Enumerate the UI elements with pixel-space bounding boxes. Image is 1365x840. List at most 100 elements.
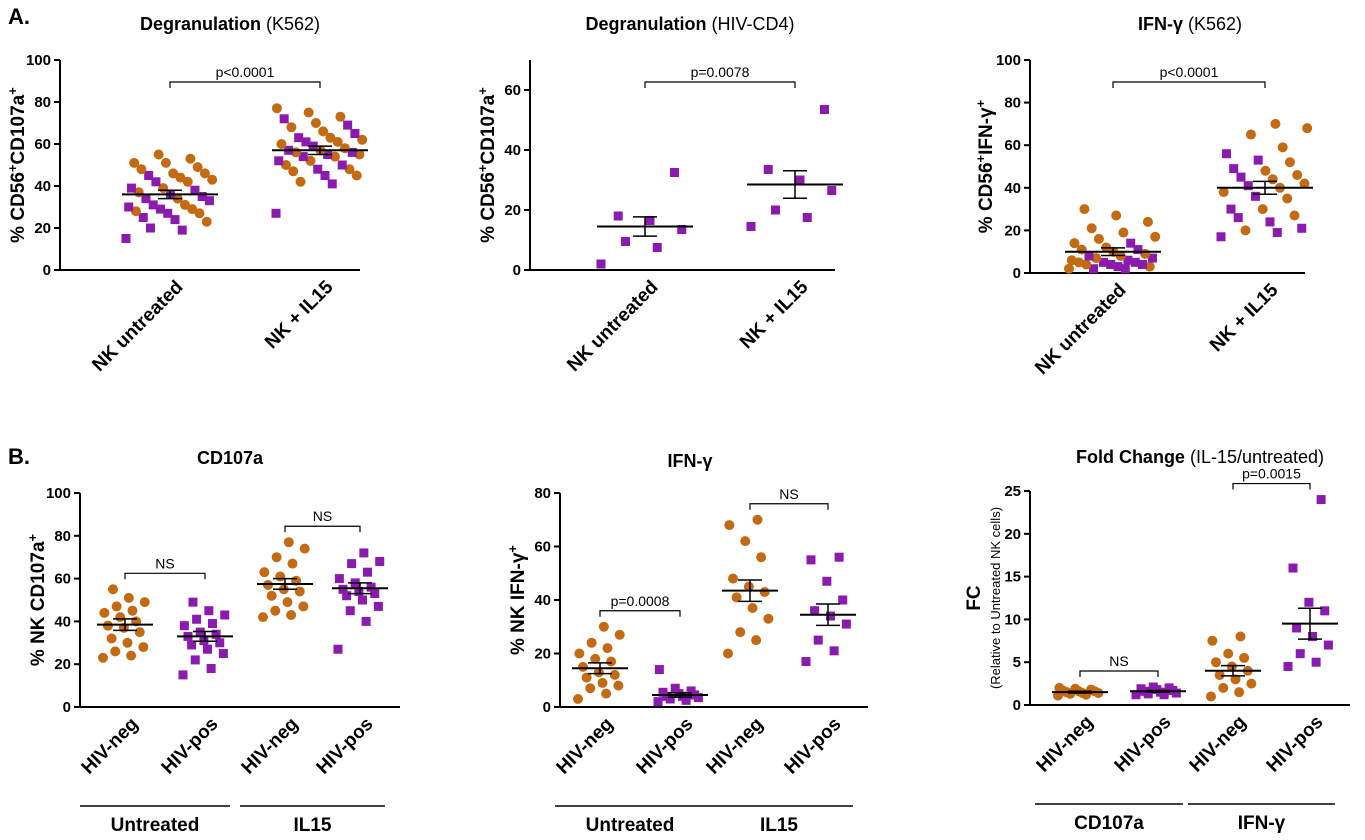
data-point-square	[1133, 245, 1143, 255]
y-tick-label: 20	[34, 220, 51, 237]
data-point-circle	[1235, 631, 1246, 642]
y-axis-label: % NK IFN-γ+	[505, 545, 530, 655]
data-point-square	[202, 644, 212, 654]
data-point-circle	[344, 164, 355, 175]
data-point-circle	[282, 597, 293, 608]
data-point-circle	[1207, 635, 1218, 646]
data-point-circle	[585, 683, 596, 694]
category-label: HIV-neg	[1033, 712, 1098, 777]
data-point-square	[357, 595, 367, 605]
category-label: HIV-pos	[1111, 712, 1176, 777]
data-point-square	[192, 614, 202, 624]
data-point-square	[124, 202, 134, 212]
data-point-circle	[199, 168, 210, 179]
data-point-square	[145, 223, 155, 233]
y-axis-label-part: +	[25, 533, 40, 541]
group-label: CD107a	[1074, 813, 1144, 834]
data-point-square	[1137, 259, 1147, 269]
data-point-circle	[160, 157, 171, 168]
data-point-circle	[1240, 225, 1251, 236]
y-axis-label-part: % CD56	[478, 172, 499, 243]
data-point-circle	[287, 558, 298, 569]
data-point-circle	[613, 680, 624, 691]
category-label: NK + IL15	[261, 276, 338, 353]
significance-bracket	[1232, 482, 1311, 490]
data-point-circle	[1260, 165, 1271, 176]
data-point-square	[1113, 262, 1123, 272]
data-point-circle	[288, 166, 299, 177]
y-tick-label: 20	[534, 646, 551, 663]
chart-b2: IFN-γ 0 20 40 60 80 % NK IFN-γ+ p=0.0008 NS HIV-n…	[505, 451, 868, 836]
data-point-square	[204, 606, 214, 616]
data-point-square	[220, 610, 230, 620]
data-point-square	[121, 234, 131, 243]
data-point-square	[652, 243, 662, 252]
data-point-circle	[153, 149, 164, 160]
data-point-square	[1126, 238, 1136, 248]
category-label: HIV-neg	[238, 714, 303, 779]
data-point-square	[1148, 682, 1158, 692]
data-point-circle	[275, 571, 286, 582]
data-point-square	[763, 165, 773, 174]
data-point-circle	[573, 693, 583, 704]
data-point-circle	[590, 653, 601, 664]
data-point-square	[1106, 259, 1116, 269]
data-point-circle	[111, 601, 122, 612]
significance-label: NS	[313, 508, 332, 524]
data-point-circle	[122, 637, 133, 648]
significance-bracket	[169, 81, 321, 88]
data-point-square	[347, 559, 357, 569]
data-point-circle	[194, 208, 205, 219]
significance-bracket	[749, 503, 829, 510]
data-point-circle	[574, 648, 585, 659]
data-point-square	[1229, 164, 1239, 174]
data-point-circle	[266, 590, 277, 601]
data-point-circle	[1234, 687, 1245, 698]
data-point-square	[298, 152, 308, 162]
group-label: IFN-γ	[1238, 813, 1286, 834]
data-point-square	[1320, 606, 1330, 616]
data-point-circle	[1245, 129, 1256, 140]
y-tick-label: 10	[1004, 611, 1021, 628]
data-point-square	[802, 213, 812, 222]
significance-bracket	[1079, 670, 1159, 678]
data-point-square	[370, 589, 380, 599]
data-point-square	[1292, 623, 1302, 633]
data-point-circle	[1257, 204, 1268, 215]
data-point-circle	[187, 204, 198, 215]
data-point-square	[1253, 155, 1263, 165]
significance-label: NS	[1109, 653, 1128, 669]
y-axis-label-part: % CD56	[976, 162, 997, 233]
data-point-circle	[1118, 227, 1129, 238]
data-point-circle	[724, 520, 735, 531]
significance-bracket	[124, 572, 206, 580]
y-tick-label: 0	[543, 699, 551, 716]
data-point-circle	[1223, 648, 1234, 659]
category-label: NK untreated	[563, 277, 662, 376]
chart-b1: CD107a 0 20 40 60 80 100 % NK CD107a+ NS NS HIV-ne…	[25, 448, 400, 836]
data-point-circle	[1270, 118, 1281, 129]
y-tick-label: 40	[34, 178, 51, 195]
data-point-circle	[262, 580, 273, 591]
data-point-square	[1288, 563, 1298, 573]
data-point-square	[207, 619, 217, 629]
category-label: HIV-neg	[78, 714, 143, 779]
data-point-circle	[743, 581, 754, 592]
significance-label: p=0.0015	[1242, 466, 1301, 482]
data-point-circle	[601, 688, 612, 699]
data-point-square	[1304, 597, 1314, 607]
data-point-square	[1233, 213, 1243, 223]
data-point-square	[206, 663, 216, 673]
data-point-circle	[1091, 253, 1102, 264]
y-axis-label-part: CD107a	[8, 94, 29, 164]
data-point-circle	[354, 149, 365, 160]
data-point-square	[653, 697, 663, 707]
data-point-square	[1250, 191, 1260, 201]
data-point-circle	[325, 132, 336, 143]
data-point-circle	[1079, 204, 1090, 215]
data-point-circle	[1054, 682, 1065, 693]
data-point-circle	[310, 118, 321, 128]
y-tick-label: 20	[1004, 526, 1021, 543]
y-tick-label: 40	[1004, 180, 1021, 197]
